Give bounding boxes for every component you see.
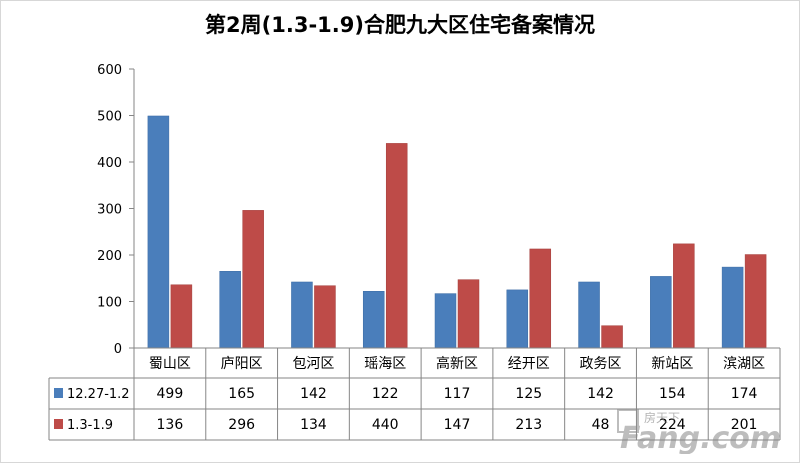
category-label: 新站区 <box>651 356 693 372</box>
legend-label: 1.3-1.9 <box>67 418 113 433</box>
legend-swatch <box>54 419 63 429</box>
category-label: 经开区 <box>508 356 550 372</box>
y-tick-label: 300 <box>97 203 122 218</box>
data-label: 165 <box>228 386 255 402</box>
bar-series1 <box>147 115 170 349</box>
data-label: 136 <box>157 417 184 433</box>
bar-series2 <box>529 248 552 349</box>
bar-series2 <box>744 254 767 349</box>
bar-series1 <box>721 266 744 349</box>
data-label: 142 <box>587 386 614 402</box>
data-label: 154 <box>659 386 686 402</box>
y-tick-label: 500 <box>97 110 122 125</box>
bar-series2 <box>170 284 193 349</box>
y-tick-label: 600 <box>97 63 122 78</box>
category-label: 包河区 <box>292 356 334 372</box>
category-label: 庐阳区 <box>221 356 263 372</box>
bar-series2 <box>385 143 408 349</box>
data-label: 134 <box>300 417 327 433</box>
bar-series2 <box>314 285 336 349</box>
category-label: 政务区 <box>580 356 622 372</box>
data-label: 499 <box>157 386 184 402</box>
category-label: 滨湖区 <box>723 356 765 372</box>
bar-series1 <box>362 291 385 349</box>
bar-series1 <box>219 271 241 349</box>
bar-series1 <box>506 289 529 349</box>
data-label: 117 <box>444 386 471 402</box>
watermark-logo-box <box>617 409 639 433</box>
data-label: 213 <box>515 417 542 433</box>
y-tick-label: 400 <box>97 156 122 171</box>
data-label: 174 <box>731 386 758 402</box>
data-label: 48 <box>592 417 610 433</box>
bar-series1 <box>578 281 600 349</box>
category-label: 高新区 <box>436 355 478 372</box>
y-tick-label: 100 <box>97 296 122 311</box>
y-tick-label: 200 <box>97 249 122 264</box>
data-label: 201 <box>731 417 758 433</box>
watermark-small-text: 房天下 <box>644 410 680 425</box>
legend-label: 12.27-1.2 <box>67 387 130 402</box>
bar-series1 <box>434 293 457 349</box>
data-label: 440 <box>372 417 399 433</box>
data-label: 142 <box>300 386 327 402</box>
chart-title: 第2周(1.3-1.9)合肥九大区住宅备案情况 <box>205 13 595 37</box>
watermark-text: Fang.com <box>620 421 781 454</box>
category-label: 蜀山区 <box>149 356 191 372</box>
y-tick-label: 0 <box>114 342 122 357</box>
bar-series2 <box>242 210 264 349</box>
category-label: 瑶海区 <box>364 356 406 372</box>
fang-watermark: 房天下 Fang.com <box>616 404 792 456</box>
data-label: 147 <box>444 417 471 433</box>
bar-series1 <box>291 281 313 349</box>
bar-series2 <box>457 279 480 349</box>
bar-series2 <box>601 325 623 349</box>
bar-series1 <box>650 276 672 349</box>
legend-swatch <box>54 388 63 398</box>
data-label: 125 <box>515 386 542 402</box>
bar-series2 <box>673 243 695 349</box>
data-label: 122 <box>372 386 399 402</box>
data-label: 296 <box>228 417 255 433</box>
data-label: 224 <box>659 417 686 433</box>
